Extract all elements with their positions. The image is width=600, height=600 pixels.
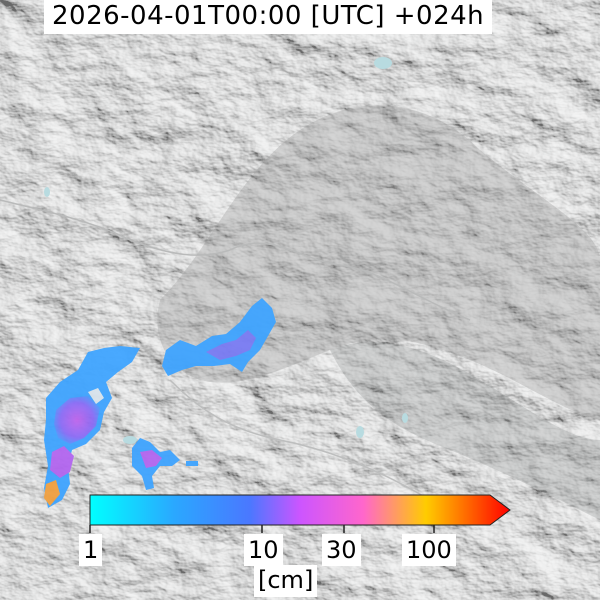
border-line [229,242,471,321]
colorbar [89,494,511,533]
lake [402,413,408,423]
lake [123,436,137,444]
snow-core-west [54,396,100,444]
snow-core-central [206,330,256,360]
lake [356,426,364,438]
south-alps-shading [330,341,600,520]
snow-pink-west [50,446,74,478]
forecast-timestamp-title: 2026-04-01T00:00 [UTC] +024h [44,0,493,34]
alpine-ridge-shading [157,105,600,420]
snow-area-central [162,298,276,376]
border-line [169,379,431,501]
snow-high-west [44,480,60,506]
colorbar-unit-label: [cm] [254,565,318,597]
snow-core-south [140,450,162,468]
lake [374,57,392,69]
colorbar-tick-label-100: 100 [402,534,456,566]
lake [44,187,50,197]
border-line [0,199,231,256]
snow-speck [186,461,198,466]
snow-spot-west [88,388,104,404]
colorbar-tick-label-30: 30 [322,534,361,566]
colorbar-tick-label-1: 1 [79,534,103,566]
snow-depth-overlay [44,298,276,508]
colorbar-gradient [89,494,511,526]
colorbar-tick-label-10: 10 [244,534,283,566]
